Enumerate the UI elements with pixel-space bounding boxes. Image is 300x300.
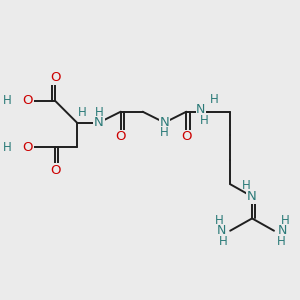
- Text: H: H: [276, 235, 285, 248]
- Text: O: O: [50, 164, 60, 177]
- Text: N: N: [196, 103, 206, 116]
- Text: N: N: [94, 116, 104, 129]
- Text: O: O: [116, 130, 126, 143]
- Text: H: H: [200, 114, 208, 127]
- Text: H: H: [2, 94, 11, 107]
- Text: H: H: [242, 179, 251, 192]
- Text: H: H: [2, 141, 11, 154]
- Text: N: N: [278, 224, 287, 237]
- Text: H: H: [281, 214, 290, 226]
- Text: N: N: [247, 190, 257, 203]
- Text: N: N: [160, 116, 170, 129]
- Text: O: O: [50, 71, 60, 84]
- Text: O: O: [181, 130, 192, 143]
- Text: H: H: [219, 235, 228, 248]
- Text: H: H: [94, 106, 103, 119]
- Text: H: H: [78, 106, 87, 119]
- Text: O: O: [22, 141, 33, 154]
- Text: H: H: [160, 126, 169, 139]
- Text: H: H: [210, 93, 218, 106]
- Text: H: H: [214, 214, 224, 226]
- Text: O: O: [22, 94, 33, 107]
- Text: N: N: [217, 224, 226, 237]
